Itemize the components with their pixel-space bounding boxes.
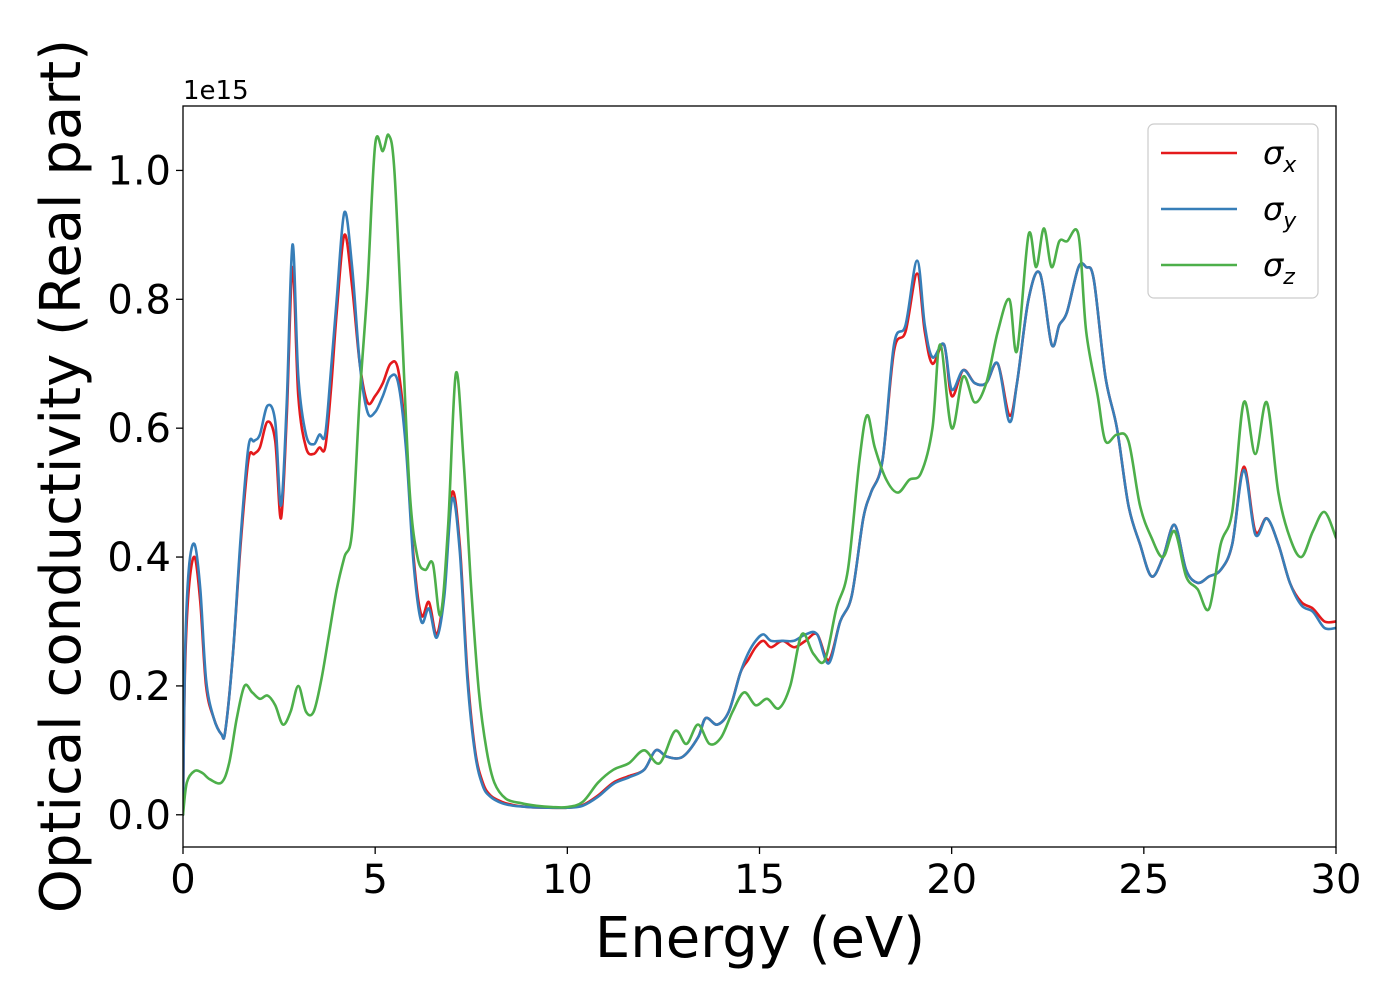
legend-subscript: y bbox=[1282, 209, 1297, 234]
legend-subscript: x bbox=[1282, 153, 1297, 178]
y-axis-ticks: 0.0 0.2 0.4 0.6 0.8 1.0 bbox=[107, 148, 183, 839]
y-tick-label: 0.6 bbox=[107, 406, 171, 452]
x-axis-label: Energy (eV) bbox=[595, 906, 925, 971]
legend-subscript: z bbox=[1282, 265, 1295, 290]
y-tick-label: 1.0 bbox=[107, 148, 171, 194]
y-tick-label: 0.0 bbox=[107, 793, 171, 839]
x-tick-label: 25 bbox=[1118, 857, 1169, 903]
x-axis-ticks: 0 5 10 15 20 25 30 bbox=[170, 847, 1361, 903]
y-tick-label: 0.8 bbox=[107, 277, 171, 323]
y-tick-label: 0.2 bbox=[107, 664, 171, 710]
x-tick-label: 15 bbox=[734, 857, 785, 903]
x-tick-label: 30 bbox=[1311, 857, 1362, 903]
series-layer bbox=[183, 133, 1336, 817]
x-tick-label: 20 bbox=[926, 857, 977, 903]
legend-box bbox=[1147, 123, 1319, 299]
x-tick-label: 5 bbox=[362, 857, 387, 903]
y-axis-label: Optical conductivity (Real part) bbox=[29, 39, 94, 913]
series-line-sigma-y bbox=[183, 210, 1336, 817]
y-offset-label: 1e15 bbox=[183, 76, 249, 106]
x-tick-label: 0 bbox=[170, 857, 195, 903]
series-line-sigma-z bbox=[183, 133, 1336, 817]
x-tick-label: 10 bbox=[542, 857, 593, 903]
y-tick-label: 0.4 bbox=[107, 535, 171, 581]
